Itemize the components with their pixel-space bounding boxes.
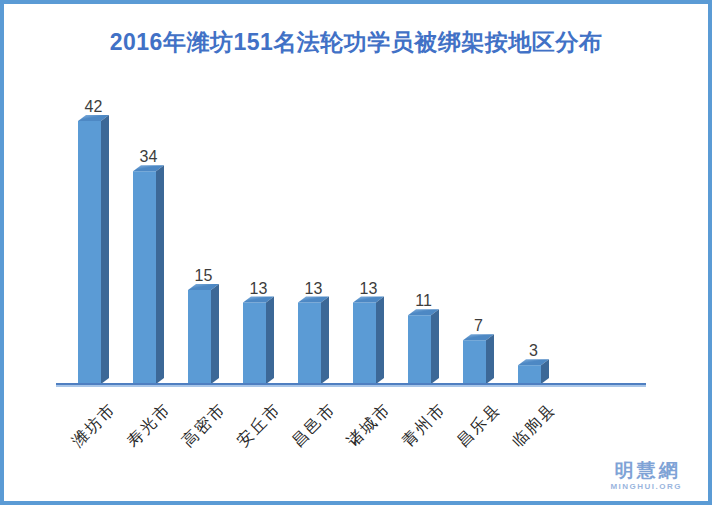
bar-front-face xyxy=(188,290,211,384)
bar-front-face xyxy=(408,315,431,384)
chart-area: 4234151313131173 潍坊市寿光市高密市安丘市昌邑市诸城市青州市昌乐… xyxy=(0,0,712,505)
bar: 11 xyxy=(408,292,439,384)
bar: 42 xyxy=(78,98,109,384)
minghui-watermark: 明慧網 MINGHUI.ORG xyxy=(610,461,682,491)
minghui-logo-text: 明慧網 xyxy=(610,461,685,481)
bar-side-face xyxy=(101,115,109,384)
bar-side-face xyxy=(486,334,494,384)
bar-side-face xyxy=(211,284,219,384)
bar-side-face xyxy=(156,165,164,384)
bar: 7 xyxy=(463,317,494,384)
bar-value-label: 13 xyxy=(250,280,268,297)
bar-value-label: 15 xyxy=(195,267,213,284)
bar: 34 xyxy=(133,148,164,384)
bar: 13 xyxy=(243,280,274,384)
bar-value-label: 34 xyxy=(140,148,158,165)
bar: 13 xyxy=(298,280,329,384)
bar-front-face xyxy=(353,303,376,384)
x-axis-line xyxy=(56,383,646,385)
bar-front-face xyxy=(518,365,541,384)
bar-value-label: 42 xyxy=(85,98,103,115)
bar-value-label: 13 xyxy=(305,280,323,297)
bar-value-label: 3 xyxy=(529,342,538,359)
bar-front-face xyxy=(298,303,321,384)
bar-front-face xyxy=(78,121,101,384)
bar: 13 xyxy=(353,280,384,384)
bar-side-face xyxy=(266,297,274,384)
bar-side-face xyxy=(431,309,439,384)
bar-side-face xyxy=(321,297,329,384)
chart-page: 2016年潍坊151名法轮功学员被绑架按地区分布 423415131313117… xyxy=(0,0,712,505)
bar-front-face xyxy=(133,171,156,384)
bar: 15 xyxy=(188,267,219,384)
bar-front-face xyxy=(243,303,266,384)
bar-value-label: 7 xyxy=(474,317,483,334)
bar-value-label: 11 xyxy=(415,292,432,309)
bar-front-face xyxy=(463,340,486,384)
bar-value-label: 13 xyxy=(360,280,378,297)
minghui-site-text: MINGHUI.ORG xyxy=(610,483,682,491)
bar: 3 xyxy=(518,342,549,384)
bar-side-face xyxy=(376,297,384,384)
